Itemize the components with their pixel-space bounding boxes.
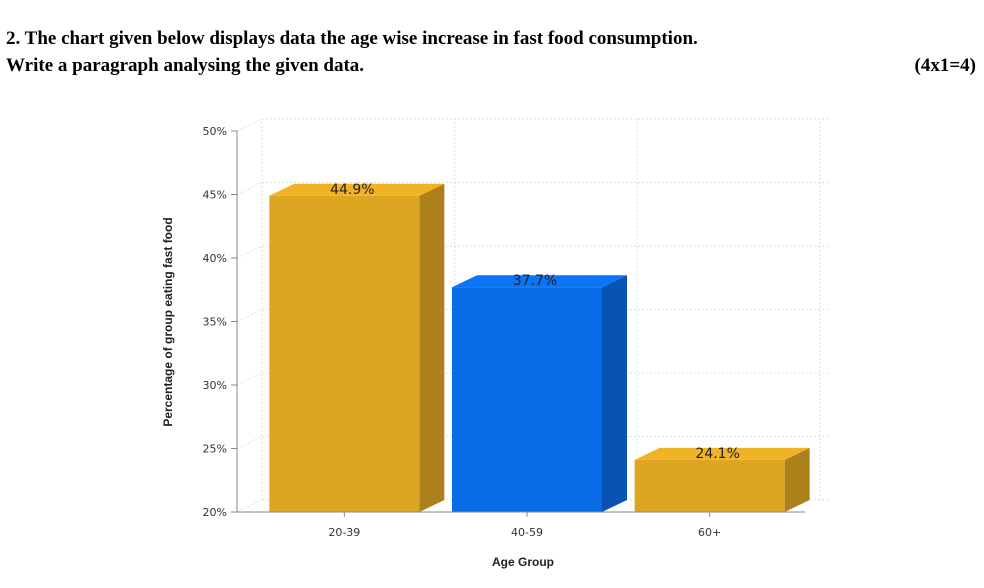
y-tick-label: 45% [203, 189, 227, 202]
y-tick-label: 50% [203, 125, 227, 138]
y-tick-label: 25% [203, 443, 227, 456]
bar-top [634, 447, 810, 460]
gridline-diagonal [236, 182, 263, 195]
x-axis-label: Age Group [492, 555, 554, 569]
axes: 20% 25% 30% 35% 40% 45% 50% 20-39 40-59 60+ [203, 125, 805, 539]
gridline-diagonal [236, 309, 263, 322]
y-tick-label: 30% [203, 379, 227, 392]
gridline-diagonal [236, 372, 263, 386]
bar-side [784, 447, 810, 512]
gridline-diagonal [236, 499, 263, 513]
gridline-diagonal [236, 118, 263, 132]
gridline-diagonal [236, 245, 263, 259]
data-label: 44.9% [330, 182, 374, 198]
y-tick-label: 40% [203, 252, 227, 265]
bar-top [269, 183, 445, 196]
x-tick-label: 60+ [698, 526, 721, 539]
gridline-diagonal [236, 436, 263, 449]
x-tick-label: 40-59 [511, 526, 543, 539]
bar-60+ [634, 459, 785, 512]
bar-top [452, 275, 627, 288]
bar-side [419, 183, 445, 512]
data-label: 37.7% [513, 273, 557, 289]
bars: 44.9% 37.7% 24.1% [269, 182, 810, 512]
bar-side [602, 275, 627, 512]
y-tick-label: 20% [203, 506, 227, 519]
x-tick-label: 20-39 [328, 526, 360, 539]
y-tick-label: 35% [203, 316, 227, 329]
data-label: 24.1% [695, 446, 739, 462]
question-text: 2. The chart given below displays data t… [6, 28, 698, 49]
bar-40-59 [452, 287, 602, 512]
question-marks: (4x1=4) [914, 55, 976, 76]
y-axis-label: Percentage of group eating fast food [161, 217, 175, 426]
question-instruction: Write a paragraph analysing the given da… [6, 55, 365, 76]
bar-20-39 [269, 195, 420, 512]
